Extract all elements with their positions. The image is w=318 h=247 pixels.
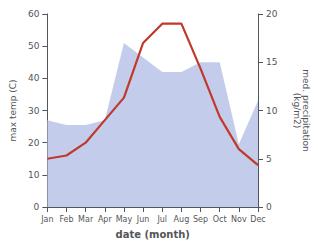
svg-text:Apr: Apr [98, 215, 113, 224]
svg-text:Oct: Oct [213, 215, 227, 224]
svg-text:20: 20 [266, 9, 278, 19]
svg-text:0: 0 [34, 202, 40, 212]
svg-text:Sep: Sep [193, 215, 208, 224]
svg-text:Jul: Jul [156, 215, 167, 224]
svg-text:30: 30 [28, 106, 40, 116]
svg-text:Mar: Mar [78, 215, 94, 224]
svg-text:0: 0 [266, 202, 272, 212]
svg-text:max temp (C): max temp (C) [8, 79, 18, 141]
svg-text:med. precipitation: med. precipitation [300, 69, 311, 152]
svg-text:Jan: Jan [40, 215, 53, 224]
svg-text:Jun: Jun [136, 215, 150, 224]
svg-text:(kg/m2): (kg/m2) [292, 93, 302, 128]
svg-text:date (month): date (month) [115, 229, 189, 240]
svg-text:15: 15 [266, 57, 277, 67]
svg-text:20: 20 [28, 138, 40, 148]
svg-text:Feb: Feb [59, 215, 73, 224]
svg-text:60: 60 [28, 9, 40, 19]
svg-text:10: 10 [28, 170, 40, 180]
svg-text:May: May [116, 215, 133, 224]
svg-text:Aug: Aug [174, 215, 190, 224]
svg-text:Dec: Dec [250, 215, 265, 224]
svg-text:40: 40 [28, 73, 40, 83]
svg-text:5: 5 [266, 154, 272, 164]
svg-text:50: 50 [28, 41, 40, 51]
svg-text:10: 10 [266, 106, 278, 116]
svg-text:Nov: Nov [231, 215, 247, 224]
